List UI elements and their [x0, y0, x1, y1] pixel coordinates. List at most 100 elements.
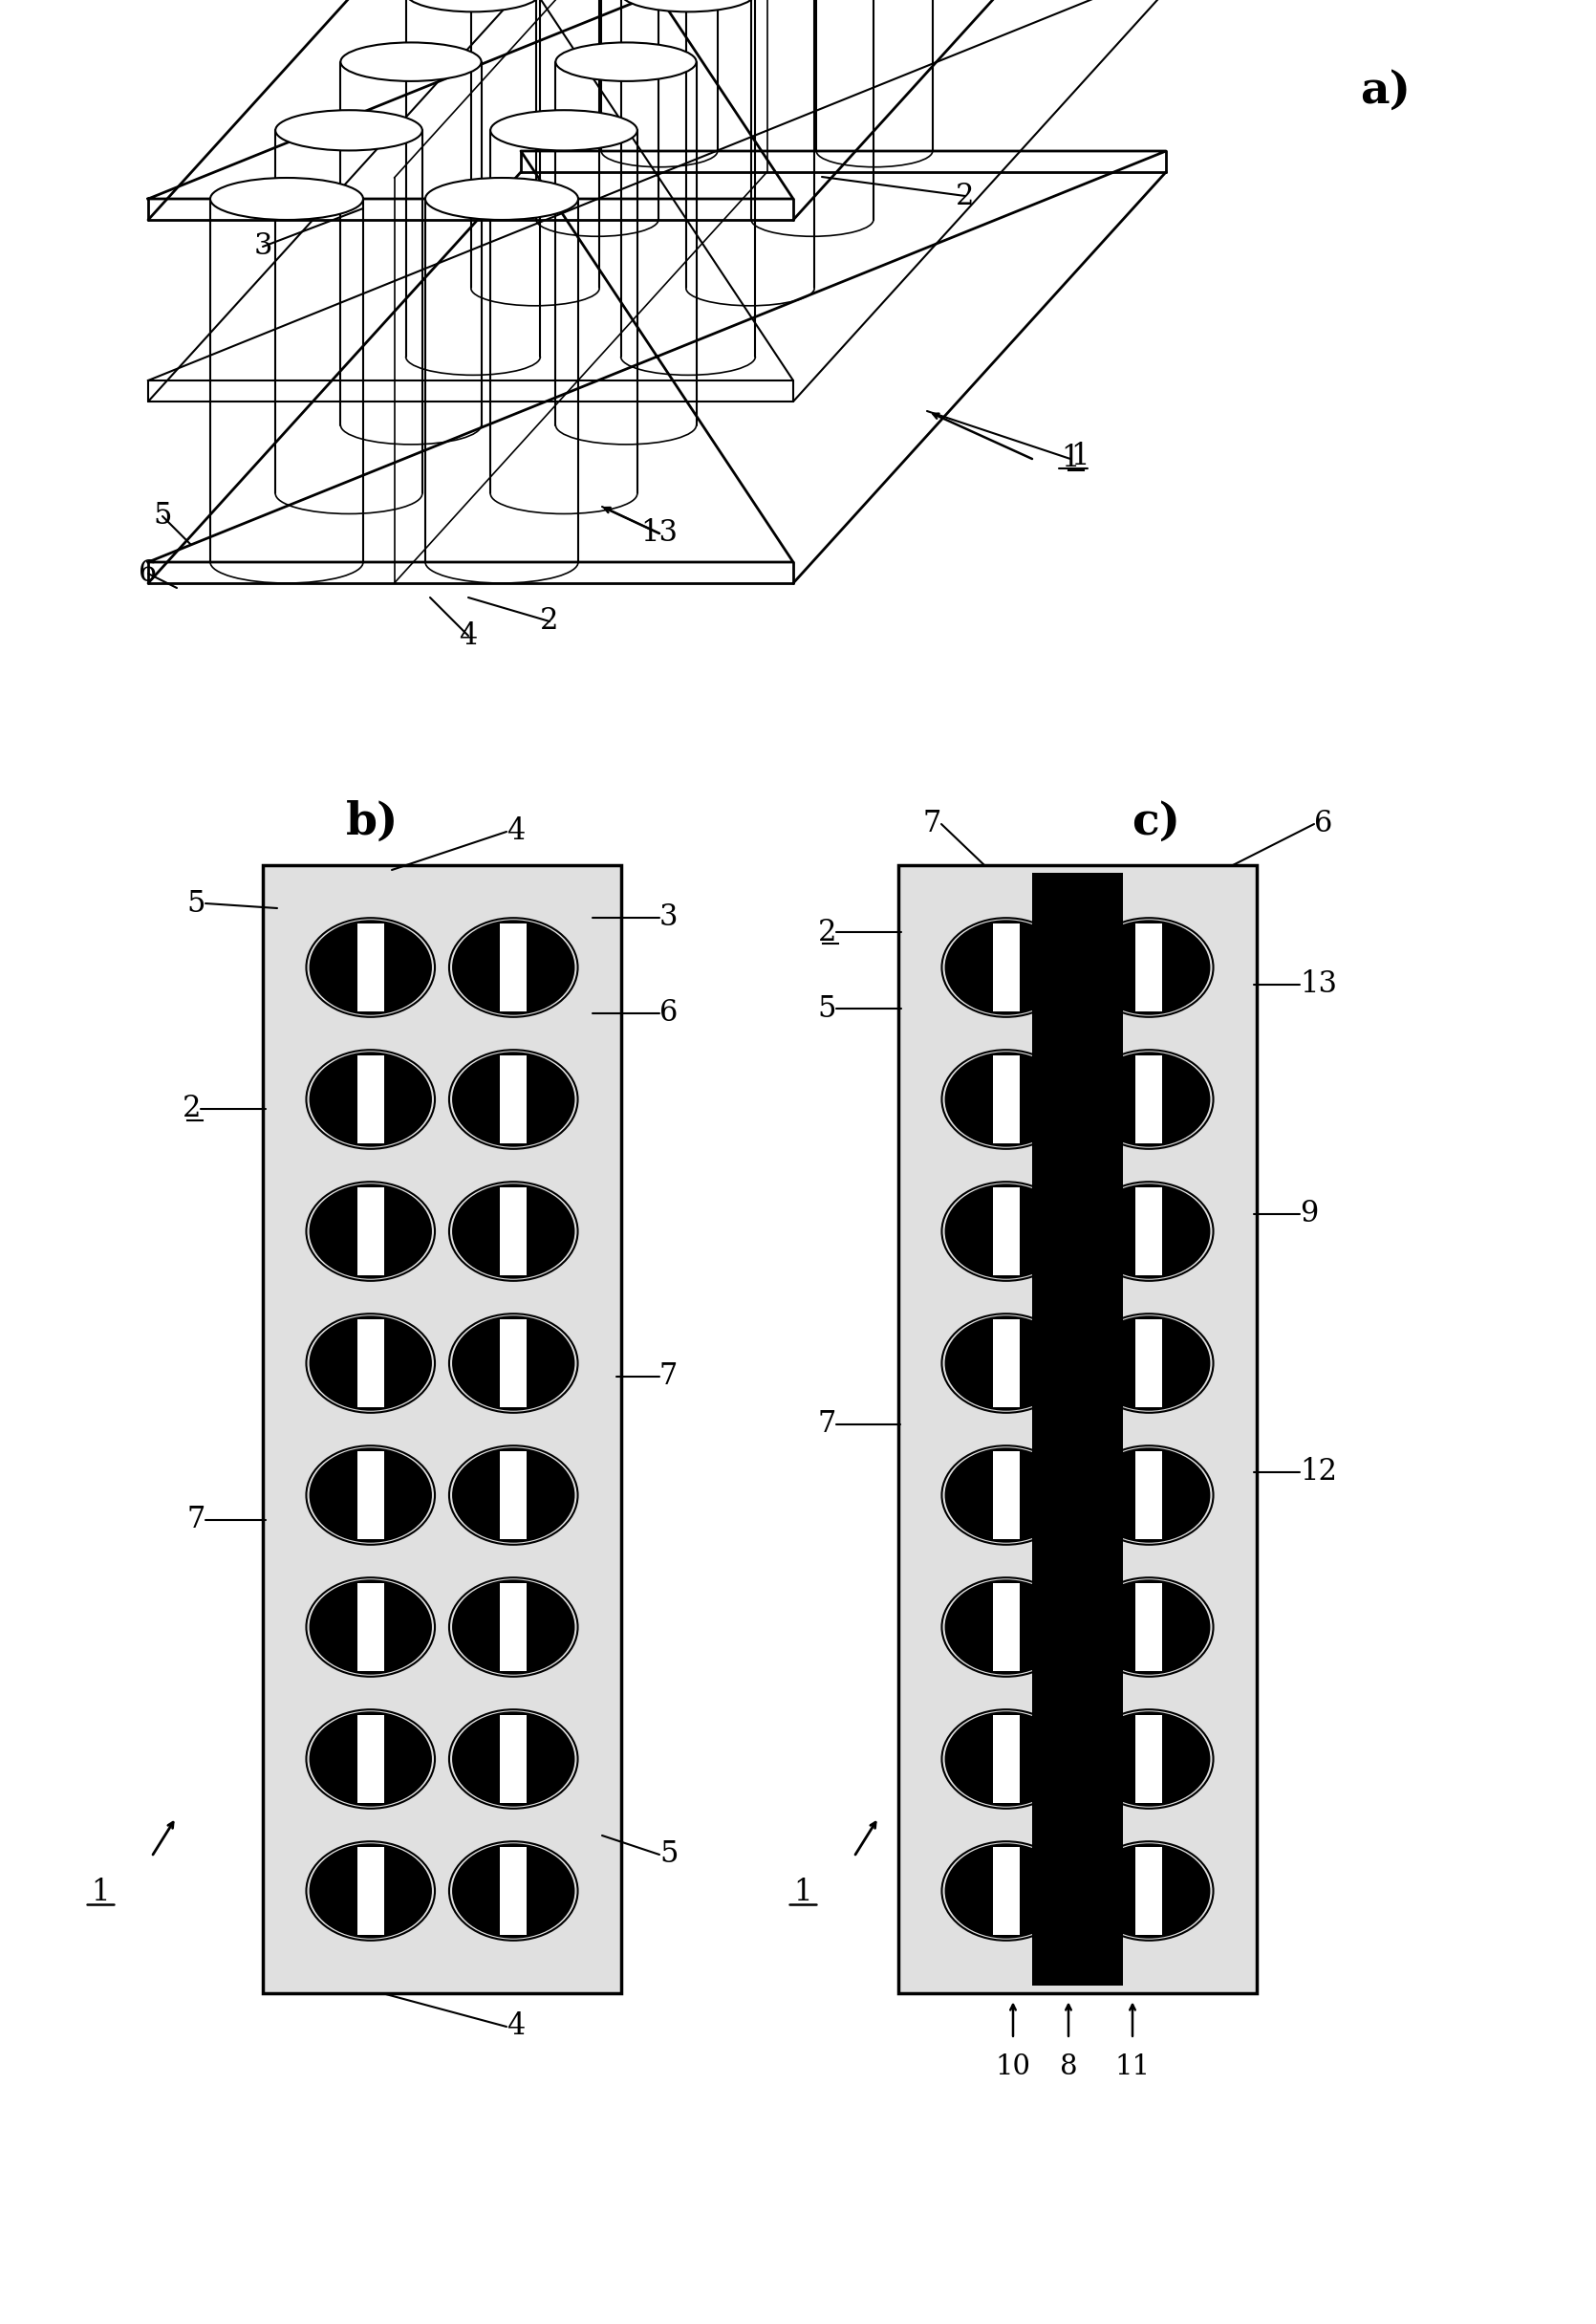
Text: 6: 6: [139, 558, 158, 588]
Ellipse shape: [1088, 1318, 1210, 1408]
Ellipse shape: [1088, 1580, 1210, 1673]
Text: 4: 4: [460, 621, 477, 651]
Text: 7: 7: [817, 1411, 836, 1439]
Bar: [500, 1055, 527, 1143]
Ellipse shape: [555, 42, 696, 81]
Ellipse shape: [311, 1448, 431, 1541]
Text: 5: 5: [817, 995, 836, 1023]
Ellipse shape: [425, 179, 578, 221]
Bar: [993, 1450, 1020, 1538]
Bar: [500, 1848, 527, 1936]
Ellipse shape: [946, 1448, 1066, 1541]
Ellipse shape: [453, 920, 573, 1013]
Bar: [358, 1320, 383, 1408]
Text: 7: 7: [659, 1362, 678, 1392]
Ellipse shape: [621, 0, 755, 12]
Ellipse shape: [1088, 1845, 1210, 1938]
Bar: [500, 923, 527, 1011]
Ellipse shape: [1088, 1448, 1210, 1541]
Text: 1: 1: [91, 1878, 110, 1908]
Bar: [993, 1715, 1020, 1803]
Bar: [500, 1450, 527, 1538]
Text: 2: 2: [817, 918, 836, 946]
Ellipse shape: [311, 1713, 431, 1806]
Text: 10: 10: [996, 2054, 1031, 2080]
Bar: [993, 1848, 1020, 1936]
Ellipse shape: [946, 1318, 1066, 1408]
Bar: [1136, 923, 1162, 1011]
Text: a): a): [1360, 70, 1411, 114]
Text: 11: 11: [1116, 2054, 1151, 2080]
Ellipse shape: [211, 179, 364, 221]
Ellipse shape: [405, 0, 541, 12]
Text: 4: 4: [506, 2013, 525, 2040]
Bar: [993, 1055, 1020, 1143]
Ellipse shape: [946, 1713, 1066, 1806]
Bar: [1136, 1320, 1162, 1408]
Bar: [358, 1848, 383, 1936]
Ellipse shape: [311, 1318, 431, 1408]
Bar: [993, 923, 1020, 1011]
Bar: [1136, 1055, 1162, 1143]
Ellipse shape: [1088, 1053, 1210, 1146]
Text: 5: 5: [153, 502, 172, 532]
Bar: [899, 865, 1256, 1994]
Ellipse shape: [490, 109, 637, 151]
Ellipse shape: [946, 920, 1066, 1013]
Ellipse shape: [946, 1053, 1066, 1146]
Bar: [500, 1715, 527, 1803]
Text: 2: 2: [182, 1095, 201, 1125]
Text: 6: 6: [1314, 809, 1333, 839]
Bar: [358, 1583, 383, 1671]
Ellipse shape: [311, 1845, 431, 1938]
Bar: [500, 1320, 527, 1408]
Bar: [263, 865, 621, 1994]
Ellipse shape: [1088, 920, 1210, 1013]
Ellipse shape: [453, 1845, 573, 1938]
Text: 12: 12: [1299, 1457, 1337, 1487]
Text: 2: 2: [539, 607, 559, 637]
Text: 3: 3: [659, 904, 678, 932]
Bar: [358, 1450, 383, 1538]
Text: 5: 5: [659, 1841, 678, 1868]
Text: 9: 9: [1299, 1199, 1318, 1229]
Text: b): b): [346, 799, 399, 844]
Bar: [993, 1583, 1020, 1671]
Bar: [1136, 1848, 1162, 1936]
Ellipse shape: [276, 109, 423, 151]
Text: 13: 13: [1299, 969, 1337, 999]
Bar: [358, 923, 383, 1011]
Ellipse shape: [311, 1580, 431, 1673]
Ellipse shape: [946, 1580, 1066, 1673]
Ellipse shape: [946, 1185, 1066, 1278]
Bar: [1136, 1583, 1162, 1671]
Ellipse shape: [453, 1448, 573, 1541]
Text: 2: 2: [956, 181, 975, 211]
Ellipse shape: [453, 1318, 573, 1408]
Text: 13: 13: [640, 518, 678, 548]
Text: 8: 8: [1060, 2054, 1077, 2080]
Ellipse shape: [453, 1713, 573, 1806]
Ellipse shape: [453, 1185, 573, 1278]
Bar: [358, 1055, 383, 1143]
Text: 6: 6: [659, 999, 678, 1027]
Bar: [1033, 874, 1124, 1985]
Text: 1: 1: [1071, 442, 1088, 472]
Text: c): c): [1132, 799, 1181, 844]
Ellipse shape: [340, 42, 482, 81]
Bar: [993, 1320, 1020, 1408]
Ellipse shape: [453, 1580, 573, 1673]
Text: 5: 5: [187, 888, 206, 918]
Text: 7: 7: [922, 809, 942, 839]
Text: 1: 1: [793, 1878, 812, 1908]
Text: 1: 1: [1061, 444, 1079, 474]
Bar: [993, 1188, 1020, 1276]
Text: 3: 3: [254, 232, 273, 263]
Bar: [1136, 1188, 1162, 1276]
Ellipse shape: [311, 920, 431, 1013]
Ellipse shape: [311, 1185, 431, 1278]
Bar: [358, 1188, 383, 1276]
Bar: [500, 1188, 527, 1276]
Ellipse shape: [1088, 1713, 1210, 1806]
Text: 7: 7: [187, 1506, 206, 1534]
